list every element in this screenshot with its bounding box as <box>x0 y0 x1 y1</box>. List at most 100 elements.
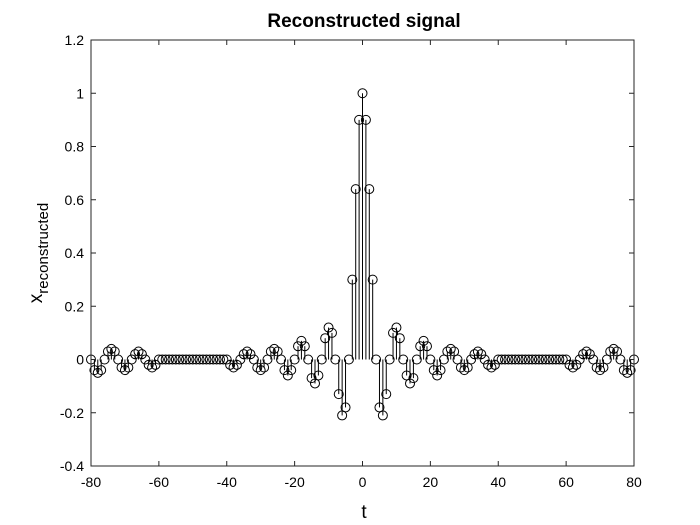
stem-marker <box>425 354 436 365</box>
stem-marker <box>388 327 399 338</box>
stem-marker <box>367 274 378 285</box>
stem-marker <box>333 389 344 400</box>
stem-marker <box>164 354 175 365</box>
stem-marker <box>157 354 168 365</box>
stem-marker <box>472 346 483 357</box>
stem-marker <box>398 354 409 365</box>
stem-marker <box>384 354 395 365</box>
stem-marker <box>523 354 534 365</box>
stem-marker <box>313 370 324 381</box>
stem-marker <box>133 346 144 357</box>
stem-marker <box>377 410 388 421</box>
stem-marker <box>544 354 555 365</box>
stem-marker <box>527 354 538 365</box>
stem-marker <box>140 354 151 365</box>
stem-marker <box>296 335 307 346</box>
stem-marker <box>153 354 164 365</box>
stem-marker <box>533 354 544 365</box>
stem-marker <box>279 365 290 376</box>
y-axis-label-main: x <box>26 293 47 303</box>
y-axis-label-subscript: reconstructed <box>35 203 52 294</box>
stem-marker <box>228 362 239 373</box>
stem-marker <box>394 333 405 344</box>
stem-marker <box>574 354 585 365</box>
stem-marker <box>415 341 426 352</box>
stem-marker <box>517 354 528 365</box>
stem-marker <box>282 370 293 381</box>
stem-marker <box>432 370 443 381</box>
stem-marker <box>208 354 219 365</box>
stem-marker <box>106 343 117 354</box>
stem-marker <box>174 354 185 365</box>
stem-marker <box>92 367 103 378</box>
x-tick-label: 0 <box>359 474 367 490</box>
stem-marker <box>411 354 422 365</box>
x-tick-label: 40 <box>490 474 506 490</box>
stem-marker <box>320 333 331 344</box>
stem-marker <box>421 341 432 352</box>
plot-area: -80 -60 -40 -20 0 20 40 60 80 -0.4 -0.2 0 0.2 0.4 0.6… <box>60 32 642 490</box>
stem-marker <box>238 349 249 360</box>
stem-marker <box>364 184 375 195</box>
stem-marker <box>235 354 246 365</box>
y-tick-label: -0.4 <box>60 458 84 474</box>
stem-marker <box>130 349 141 360</box>
stem-marker <box>214 354 225 365</box>
stem-marker <box>276 354 287 365</box>
stem-marker <box>197 354 208 365</box>
stem-marker <box>591 362 602 373</box>
stem-marker <box>326 327 337 338</box>
x-tick-label: -80 <box>81 474 101 490</box>
stem-marker <box>225 359 236 370</box>
stem-marker <box>167 354 178 365</box>
stem-marker <box>625 365 636 376</box>
stem-marker <box>615 354 626 365</box>
x-tick-label: -60 <box>149 474 169 490</box>
stem-marker <box>147 362 158 373</box>
stem-marker <box>119 365 130 376</box>
stem-marker <box>126 354 137 365</box>
stem-marker <box>306 373 317 384</box>
stem-marker <box>561 354 572 365</box>
y-axis: -0.4 -0.2 0 0.2 0.4 0.6 0.8 1 1.2 <box>60 32 634 474</box>
stem-marker <box>360 114 371 125</box>
y-tick-label: 0.8 <box>65 139 85 155</box>
stem-marker <box>136 349 147 360</box>
stem-marker <box>323 322 334 333</box>
stem-marker <box>343 354 354 365</box>
stem-series <box>86 88 639 421</box>
stem-marker <box>554 354 565 365</box>
stem-marker <box>194 354 205 365</box>
stem-marker <box>530 354 541 365</box>
stem-marker <box>567 362 578 373</box>
stem-marker <box>581 346 592 357</box>
stem-marker <box>299 341 310 352</box>
stem-marker <box>204 354 215 365</box>
x-tick-label: -40 <box>217 474 237 490</box>
stem-marker <box>391 322 402 333</box>
stem-marker <box>211 354 222 365</box>
stem-marker <box>371 354 382 365</box>
stem-marker <box>357 88 368 99</box>
stem-marker <box>408 373 419 384</box>
stem-marker <box>316 354 327 365</box>
stem-marker <box>595 365 606 376</box>
stem-marker <box>191 354 202 365</box>
stem-marker <box>102 346 113 357</box>
stem-marker <box>435 365 446 376</box>
stem-marker <box>347 274 358 285</box>
stem-marker <box>286 365 297 376</box>
stem-marker <box>466 354 477 365</box>
x-tick-label: -20 <box>285 474 305 490</box>
stem-marker <box>550 354 561 365</box>
stem-marker <box>547 354 558 365</box>
stem-marker <box>540 354 551 365</box>
stem-marker <box>245 349 256 360</box>
stem-marker <box>354 114 365 125</box>
stem-marker <box>455 362 466 373</box>
stem-marker <box>405 378 416 389</box>
stem-marker <box>252 362 263 373</box>
x-tick-label: 60 <box>558 474 574 490</box>
stem-marker <box>557 354 568 365</box>
